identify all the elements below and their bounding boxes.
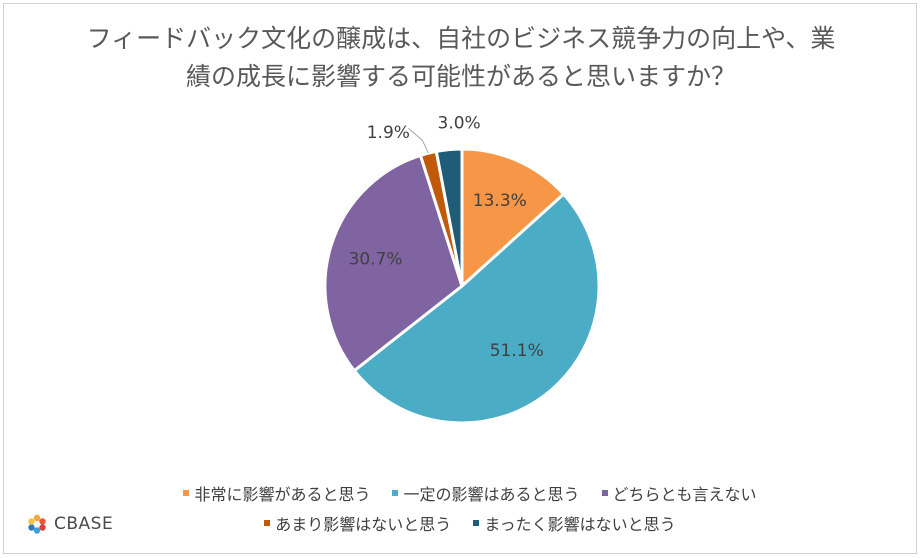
data-label: 30.7% (349, 249, 403, 269)
legend-swatch (264, 520, 271, 526)
data-label: 1.9% (367, 123, 410, 143)
cbase-logo: CBASE (26, 513, 113, 535)
legend-swatch (392, 490, 399, 496)
legend: 非常に影響があると思う 一定の影響はあると思う どちらとも言えない あまり影響は… (130, 478, 810, 538)
title-line-1: フィードバック文化の醸成は、自社のビジネス競争力の向上や、業 (86, 24, 836, 53)
pie-slice (323, 153, 464, 373)
legend-swatch (473, 520, 480, 526)
legend-swatch (601, 490, 608, 496)
pie-slice (460, 147, 566, 290)
legend-label: まったく影響はないと思う (484, 515, 676, 534)
data-label: 3.0% (438, 114, 481, 134)
legend-item: どちらとも言えない (601, 481, 757, 505)
data-label: 13.3% (473, 191, 527, 211)
pie-slice (352, 191, 601, 425)
legend-item: 非常に影響があると思う (183, 481, 370, 505)
legend-label: あまり影響はないと思う (275, 515, 452, 534)
title-line-2: 績の成長に影響する可能性があると思いますか？ (185, 62, 736, 91)
logo-text: CBASE (54, 514, 114, 534)
legend-swatch (183, 490, 190, 496)
legend-label: 非常に影響があると思う (194, 485, 371, 504)
cbase-logo-icon (28, 514, 46, 534)
legend-label: 一定の影響はあると思う (403, 485, 580, 504)
legend-row-2: あまり影響はないと思う まったく影響はないと思う (130, 508, 810, 538)
legend-item: 一定の影響はあると思う (392, 481, 580, 505)
legend-item: あまり影響はないと思う (264, 511, 451, 535)
legend-label: どちらとも言えない (612, 485, 757, 504)
leader-line (408, 127, 429, 154)
pie-slice (434, 147, 464, 287)
chart-title: フィードバック文化の醸成は、自社のビジネス競争力の向上や、業 績の成長に影響する… (0, 20, 922, 96)
legend-row-1: 非常に影響があると思う 一定の影響はあると思う どちらとも言えない (130, 478, 810, 508)
data-label: 51.1% (490, 341, 544, 361)
legend-item: まったく影響はないと思う (473, 511, 676, 535)
